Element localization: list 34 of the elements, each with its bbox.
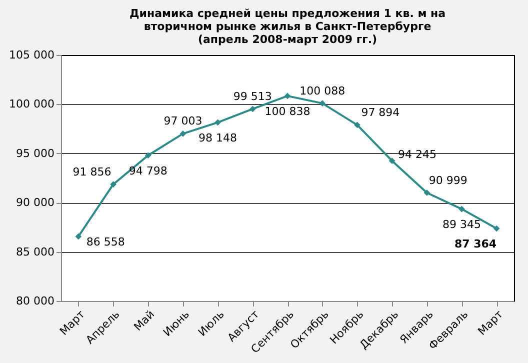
data-label: 100 088 [300,84,346,98]
y-tick-label: 90 000 [16,196,54,210]
point [180,130,186,137]
point [110,181,116,188]
data-label: 90 999 [428,174,468,187]
y-tick-label: 85 000 [16,245,54,258]
text: вторичном рынке жилья в Санкт-Петербурге [144,20,432,33]
point [424,190,430,196]
data-label: 86 558 [86,235,125,248]
data-label: 97 003 [164,114,202,128]
point [458,206,465,212]
point [319,100,326,106]
point [214,119,221,126]
y-tick-label: 95 000 [16,146,54,160]
data-label: 97 894 [361,106,400,119]
text: Динамика средней цены предложения 1 кв. м на [129,7,446,20]
point [354,122,360,128]
data-label: 94 798 [128,164,168,178]
point [284,92,291,100]
point [75,233,82,240]
y-tick-label: 105 000 [9,48,54,62]
data-label: 91 856 [72,165,112,178]
y-tick-label: 100 000 [9,98,54,111]
data-label: 89 345 [442,218,481,232]
data-label: 87 364 [454,238,497,251]
text: (апрель 2008-март 2009 гг.) [198,33,378,46]
y-tick-label: 80 000 [16,294,54,308]
point [249,106,256,112]
point [388,158,396,164]
data-label: 99 513 [233,90,272,103]
point [144,152,152,159]
data-label: 100 838 [264,104,310,118]
point [493,225,500,232]
data-label: 98 148 [198,131,238,144]
